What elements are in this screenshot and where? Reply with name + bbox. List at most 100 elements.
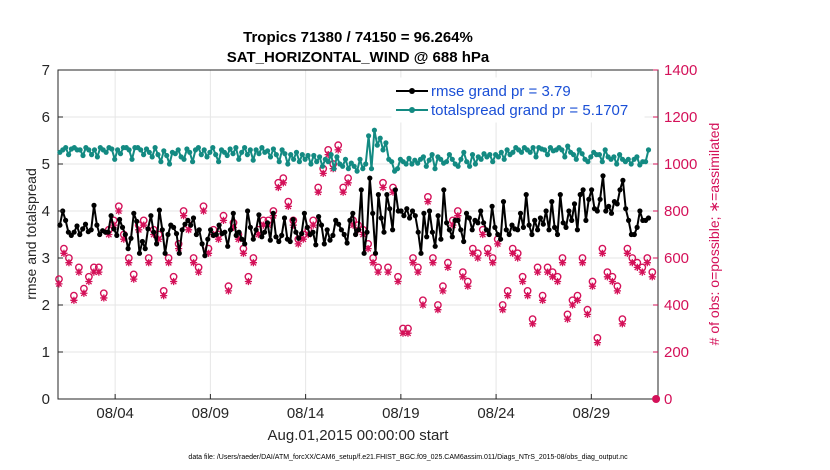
- rmse-point: [554, 231, 561, 238]
- totalspread-point: [308, 161, 314, 167]
- obs-assimilated-point: [90, 268, 98, 276]
- obs-assimilated-point: [449, 221, 457, 229]
- totalspread-point: [210, 145, 216, 151]
- totalspread-point: [423, 163, 429, 169]
- totalspread-point: [504, 147, 510, 153]
- totalspread-point: [487, 152, 493, 158]
- rmse-point: [313, 242, 319, 248]
- obs-assimilated-point: [234, 235, 243, 243]
- totalspread-point: [406, 155, 412, 161]
- totalspread-point: [66, 152, 72, 158]
- rmse-point: [247, 224, 253, 230]
- totalspread-point: [198, 152, 204, 158]
- rmse-point: [259, 234, 265, 240]
- totalspread-point: [117, 151, 124, 157]
- totalspread-point: [495, 154, 501, 160]
- footer-datafile: data file: /Users/raeder/DAI/ATM_forcXX/…: [188, 454, 628, 461]
- totalspread-point: [285, 161, 291, 167]
- rmse-point: [503, 227, 509, 233]
- rmse-point: [71, 229, 77, 235]
- totalspread-point: [172, 151, 178, 157]
- obs-assimilated-point: [648, 273, 656, 281]
- rmse-point: [449, 234, 455, 240]
- totalspread-point: [244, 152, 250, 158]
- obs-assimilated-point: [279, 179, 287, 187]
- totalspread-point: [207, 149, 213, 155]
- rmse-point: [506, 231, 512, 238]
- y-right-tick-label: 0: [664, 391, 672, 408]
- obs-assimilated-point: [429, 259, 437, 267]
- obs-assimilated-point: [334, 146, 342, 154]
- totalspread-point: [314, 159, 320, 165]
- totalspread-point: [190, 159, 196, 165]
- totalspread-point: [614, 161, 620, 167]
- obs-assimilated-point: [319, 169, 327, 177]
- totalspread-point: [354, 168, 360, 174]
- rmse-point: [119, 224, 126, 230]
- obs-assimilated-point: [374, 268, 382, 276]
- obs-assimilated-point: [349, 221, 357, 229]
- rmse-point: [165, 231, 171, 238]
- rmse-point: [594, 208, 600, 214]
- rmse-point: [250, 236, 256, 242]
- totalspread-point: [415, 160, 421, 166]
- obs-assimilated-point: [588, 282, 597, 290]
- rmse-point: [645, 215, 652, 221]
- rmse-point: [571, 201, 578, 207]
- rmse-point: [517, 210, 524, 216]
- obs-assimilated-point: [130, 275, 138, 283]
- rmse-point: [606, 203, 612, 209]
- rmse-point: [333, 217, 339, 223]
- rmse-point: [327, 237, 333, 243]
- totalspread-point: [478, 156, 484, 162]
- rmse-point: [80, 226, 86, 232]
- totalspread-point: [86, 147, 92, 153]
- obs-assimilated-point: [75, 268, 83, 276]
- rmse-point: [63, 217, 69, 223]
- obs-assimilated-point: [384, 268, 392, 276]
- rmse-point: [535, 227, 541, 233]
- totalspread-point: [239, 149, 245, 155]
- totalspread-point: [351, 163, 357, 169]
- totalspread-point: [259, 145, 265, 151]
- totalspread-point: [542, 147, 548, 153]
- rmse-point: [324, 227, 330, 233]
- totalspread-point: [363, 161, 369, 167]
- x-tick-label: 08/14: [287, 405, 325, 422]
- totalspread-point: [282, 151, 288, 157]
- rmse-point: [589, 187, 595, 193]
- rmse-point: [458, 227, 464, 233]
- rmse-point: [355, 227, 362, 233]
- rmse-point: [361, 250, 367, 256]
- rmse-point: [190, 215, 197, 221]
- obs-assimilated-point: [494, 240, 502, 248]
- rmse-point: [142, 246, 148, 252]
- rmse-point: [566, 208, 572, 214]
- rmse-point: [296, 235, 302, 241]
- obs-assimilated-point: [598, 249, 607, 257]
- obs-assimilated-point: [484, 249, 492, 257]
- rmse-point: [230, 210, 236, 216]
- rmse-point: [623, 206, 629, 212]
- obs-assimilated-point: [529, 320, 537, 328]
- totalspread-point: [342, 156, 349, 162]
- rmse-point: [492, 224, 498, 230]
- rmse-point: [574, 227, 581, 233]
- x-tick-label: 08/04: [96, 405, 134, 422]
- rmse-point: [105, 229, 111, 235]
- rmse-point: [353, 231, 359, 238]
- rmse-point: [301, 210, 307, 216]
- rmse-point: [193, 231, 199, 238]
- totalspread-point: [585, 159, 591, 165]
- totalspread-point: [164, 152, 170, 159]
- totalspread-point: [464, 159, 470, 165]
- totalspread-point: [175, 147, 181, 153]
- rmse-point: [438, 236, 444, 242]
- rmse-point: [256, 212, 262, 218]
- rmse-point: [412, 213, 418, 219]
- rmse-point: [415, 229, 421, 235]
- obs-assimilated-point: [469, 249, 477, 257]
- rmse-point: [455, 217, 461, 223]
- totalspread-point: [158, 159, 164, 165]
- obs-assimilated-point: [294, 240, 302, 248]
